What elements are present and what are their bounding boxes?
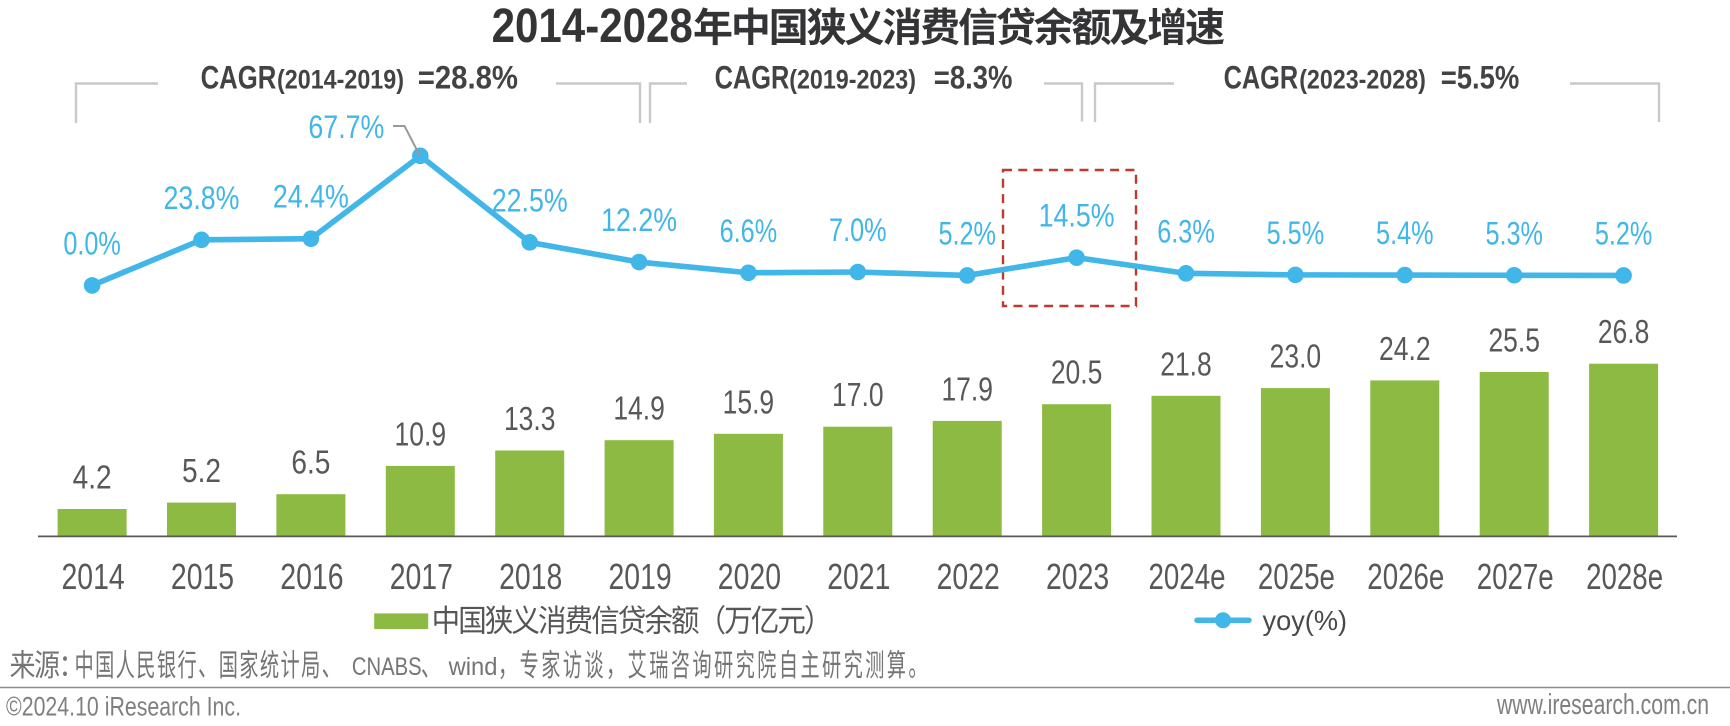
svg-text:0.0%: 0.0% xyxy=(63,225,121,261)
svg-text:www.iresearch.com.cn: www.iresearch.com.cn xyxy=(1496,689,1709,721)
svg-text:CAGR: CAGR xyxy=(201,60,277,96)
svg-text:5.4%: 5.4% xyxy=(1376,215,1434,251)
svg-text:CAGR: CAGR xyxy=(715,60,790,96)
svg-text:21.8: 21.8 xyxy=(1160,346,1212,383)
svg-text:17.9: 17.9 xyxy=(941,371,993,408)
svg-text:20.5: 20.5 xyxy=(1051,355,1103,392)
svg-text:5.2: 5.2 xyxy=(182,453,221,490)
svg-text:5.2%: 5.2% xyxy=(1595,215,1653,251)
svg-text:2026e: 2026e xyxy=(1367,556,1444,597)
svg-text:(2023-2028): (2023-2028) xyxy=(1299,65,1426,95)
svg-text:2027e: 2027e xyxy=(1477,556,1554,597)
svg-text:67.7%: 67.7% xyxy=(308,109,384,145)
svg-text:12.2%: 12.2% xyxy=(601,202,677,238)
svg-text:©2024.10 iResearch Inc.: ©2024.10 iResearch Inc. xyxy=(6,692,241,722)
svg-text:2022: 2022 xyxy=(937,556,1000,597)
svg-text:5.3%: 5.3% xyxy=(1485,215,1543,251)
svg-text:2018: 2018 xyxy=(499,556,562,597)
svg-text:2019: 2019 xyxy=(609,556,672,597)
svg-text:CNABS: CNABS xyxy=(352,653,422,681)
svg-text:14.9: 14.9 xyxy=(613,391,665,428)
svg-text:2021: 2021 xyxy=(827,556,890,597)
svg-text:22.5%: 22.5% xyxy=(492,182,568,218)
svg-text:(2014-2019): (2014-2019) xyxy=(277,65,404,95)
svg-text:=8.3%: =8.3% xyxy=(934,60,1013,96)
svg-text:6.6%: 6.6% xyxy=(720,213,778,249)
svg-text:4.2: 4.2 xyxy=(73,460,112,497)
svg-text:2014: 2014 xyxy=(62,556,125,597)
svg-text:7.0%: 7.0% xyxy=(829,212,887,248)
svg-text:2017: 2017 xyxy=(390,556,453,597)
svg-text:10.9: 10.9 xyxy=(395,416,447,453)
svg-text:2015: 2015 xyxy=(171,556,234,597)
svg-text:=5.5%: =5.5% xyxy=(1441,60,1520,96)
svg-text:2016: 2016 xyxy=(280,556,343,597)
svg-text:5.5%: 5.5% xyxy=(1267,215,1325,251)
svg-text:CAGR: CAGR xyxy=(1224,60,1299,96)
svg-text:15.9: 15.9 xyxy=(723,384,775,421)
svg-text:14.5%: 14.5% xyxy=(1039,198,1115,234)
svg-text:25.5: 25.5 xyxy=(1488,323,1540,360)
svg-text:23.0: 23.0 xyxy=(1270,339,1322,376)
svg-text:24.4%: 24.4% xyxy=(273,179,349,215)
svg-text:13.3: 13.3 xyxy=(504,401,556,438)
svg-text:=28.8%: =28.8% xyxy=(418,60,518,96)
svg-text:2023: 2023 xyxy=(1046,556,1109,597)
svg-text:6.3%: 6.3% xyxy=(1157,213,1215,249)
svg-text:5.2%: 5.2% xyxy=(938,215,996,251)
svg-text:wind: wind xyxy=(448,653,498,681)
svg-text:24.2: 24.2 xyxy=(1379,331,1431,368)
svg-text:17.0: 17.0 xyxy=(832,377,884,414)
svg-text:(2019-2023): (2019-2023) xyxy=(789,65,916,95)
svg-text:2020: 2020 xyxy=(718,556,781,597)
svg-text:26.8: 26.8 xyxy=(1598,314,1650,351)
svg-text:2025e: 2025e xyxy=(1258,556,1335,597)
svg-text:2014-2028: 2014-2028 xyxy=(492,0,693,53)
svg-text:23.8%: 23.8% xyxy=(164,180,240,216)
svg-text:yoy(%): yoy(%) xyxy=(1263,605,1348,636)
svg-text:2024e: 2024e xyxy=(1149,556,1226,597)
svg-text:2028e: 2028e xyxy=(1586,556,1663,597)
svg-text:6.5: 6.5 xyxy=(291,445,330,482)
